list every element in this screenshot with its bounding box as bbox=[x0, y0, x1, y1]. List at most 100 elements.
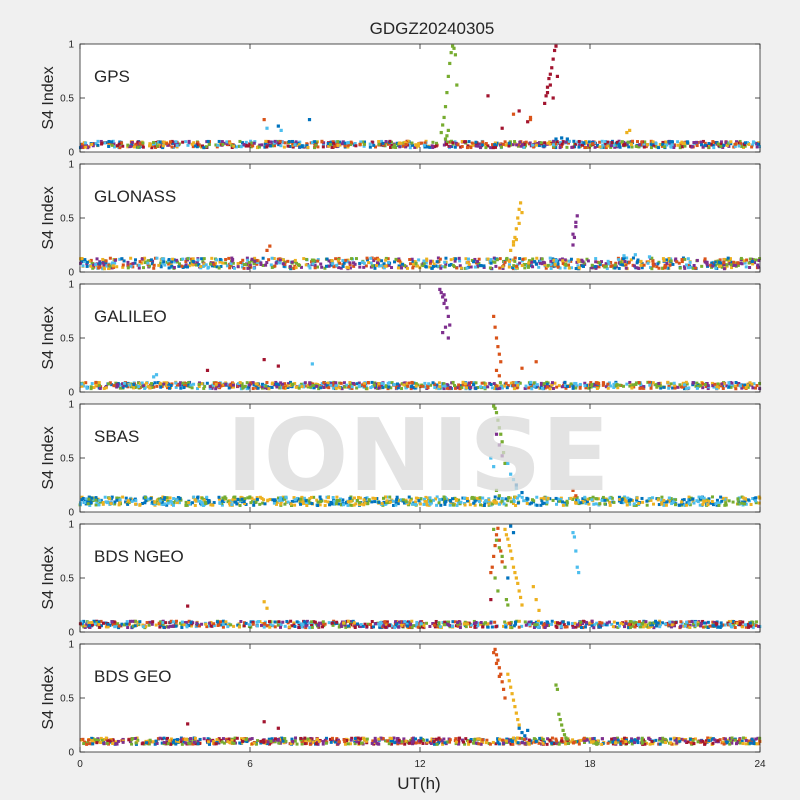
data-point bbox=[279, 502, 283, 506]
data-point bbox=[692, 501, 696, 505]
data-point bbox=[494, 143, 498, 147]
series-2 bbox=[262, 112, 533, 122]
data-point bbox=[662, 503, 666, 507]
data-point bbox=[660, 144, 664, 148]
data-point bbox=[403, 264, 407, 268]
data-point bbox=[189, 383, 193, 387]
data-point bbox=[656, 384, 660, 388]
data-point bbox=[452, 46, 456, 50]
data-point bbox=[237, 625, 241, 629]
data-point bbox=[457, 498, 461, 502]
data-point bbox=[526, 497, 530, 501]
data-point bbox=[751, 620, 755, 624]
data-point bbox=[335, 495, 339, 499]
data-point bbox=[419, 622, 423, 626]
data-point bbox=[422, 502, 426, 506]
data-point bbox=[187, 619, 191, 623]
data-point bbox=[340, 142, 344, 146]
data-point bbox=[449, 501, 453, 505]
data-point bbox=[612, 382, 616, 386]
data-point bbox=[283, 262, 287, 266]
data-point bbox=[124, 500, 128, 504]
data-point bbox=[315, 265, 319, 269]
data-point bbox=[138, 260, 142, 264]
data-point bbox=[461, 380, 465, 384]
data-point bbox=[543, 386, 547, 390]
data-point bbox=[516, 216, 520, 220]
data-point bbox=[230, 256, 234, 260]
data-point bbox=[345, 383, 349, 387]
data-point bbox=[715, 501, 719, 505]
data-point bbox=[154, 623, 158, 627]
data-point bbox=[743, 142, 747, 146]
data-point bbox=[391, 145, 395, 149]
data-point bbox=[265, 606, 269, 610]
data-point bbox=[302, 623, 306, 627]
data-point bbox=[591, 142, 595, 146]
data-point bbox=[616, 625, 620, 629]
data-point bbox=[313, 140, 317, 144]
data-point bbox=[469, 146, 473, 150]
data-point bbox=[307, 264, 311, 268]
panel-label: GPS bbox=[94, 67, 130, 86]
data-point bbox=[576, 498, 580, 502]
data-point bbox=[304, 624, 308, 628]
data-point bbox=[185, 625, 189, 629]
data-point bbox=[744, 625, 748, 629]
data-point bbox=[654, 142, 658, 146]
data-point bbox=[465, 499, 469, 503]
series-1 bbox=[489, 526, 504, 575]
data-point bbox=[418, 620, 422, 624]
data-point bbox=[616, 386, 620, 390]
data-point bbox=[252, 262, 256, 266]
data-point bbox=[131, 619, 135, 623]
data-point bbox=[261, 622, 265, 626]
data-point bbox=[719, 142, 723, 146]
data-point bbox=[500, 385, 504, 389]
data-point bbox=[286, 144, 290, 148]
data-point bbox=[423, 141, 427, 145]
data-point bbox=[205, 495, 209, 499]
data-point bbox=[545, 622, 549, 626]
data-point bbox=[313, 620, 317, 624]
y-axis-label: S4 Index bbox=[40, 186, 57, 249]
data-point bbox=[157, 622, 161, 626]
data-point bbox=[534, 143, 538, 147]
data-point bbox=[324, 264, 328, 268]
data-point bbox=[604, 385, 608, 389]
series-3 bbox=[514, 483, 530, 501]
data-point bbox=[373, 266, 377, 270]
data-point bbox=[349, 140, 353, 144]
data-point bbox=[116, 383, 120, 387]
data-point bbox=[174, 619, 178, 623]
data-point bbox=[439, 291, 443, 295]
data-point bbox=[414, 500, 418, 504]
data-point bbox=[614, 143, 618, 147]
data-point bbox=[723, 623, 727, 627]
data-point bbox=[112, 265, 116, 269]
data-point bbox=[664, 503, 668, 507]
data-point bbox=[221, 622, 225, 626]
data-point bbox=[409, 387, 413, 391]
data-point bbox=[89, 385, 93, 389]
data-point bbox=[466, 385, 470, 389]
data-point bbox=[635, 140, 639, 144]
data-point bbox=[492, 465, 496, 469]
data-point bbox=[91, 144, 95, 148]
data-point bbox=[470, 381, 474, 385]
data-point bbox=[382, 262, 386, 266]
data-point bbox=[695, 140, 699, 144]
series-1 bbox=[492, 314, 538, 378]
data-point bbox=[343, 623, 347, 627]
data-point bbox=[478, 146, 482, 150]
data-point bbox=[636, 259, 640, 263]
data-point bbox=[170, 264, 174, 268]
data-point bbox=[330, 738, 334, 742]
data-point bbox=[143, 501, 147, 505]
baseline-points bbox=[78, 495, 762, 508]
data-point bbox=[579, 626, 583, 630]
data-point bbox=[86, 502, 90, 506]
data-point bbox=[87, 259, 91, 263]
data-point bbox=[735, 621, 739, 625]
data-point bbox=[157, 497, 161, 501]
